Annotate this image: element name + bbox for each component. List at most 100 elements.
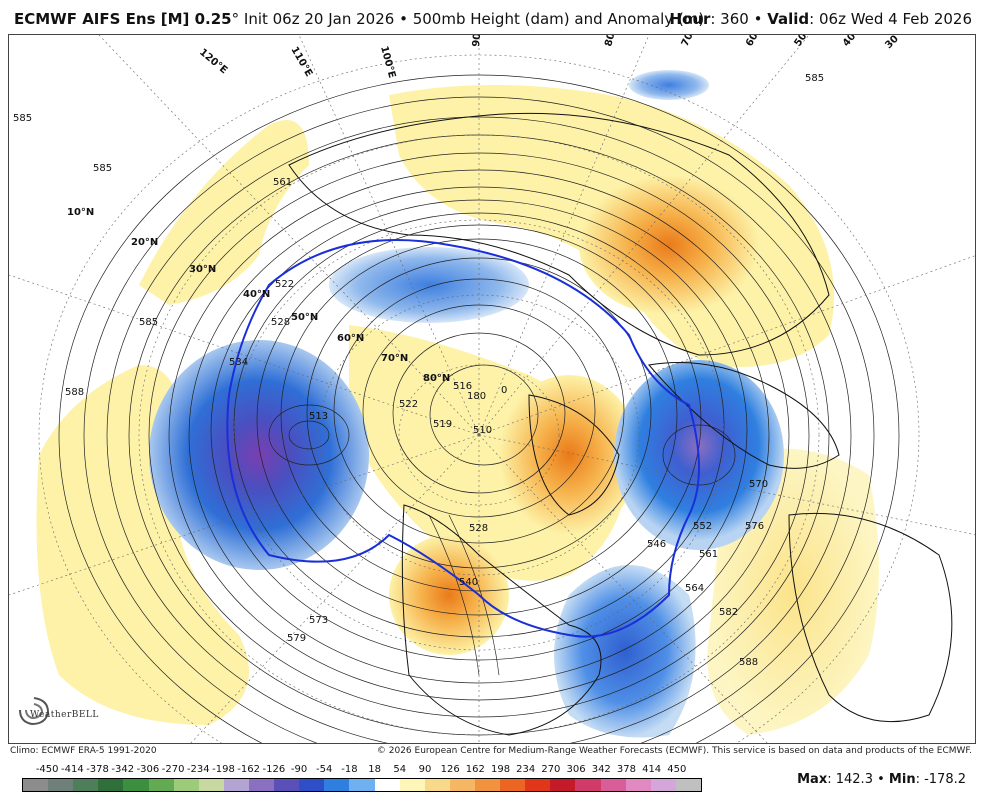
legend-swatch (123, 779, 149, 791)
contour-label: 528 (469, 523, 488, 534)
legend-swatch (98, 779, 124, 791)
longitude-labels: 120°E 110°E 100°E 90°E 80°E 70°E 60°E 50… (197, 35, 909, 80)
contour-label: 576 (745, 521, 764, 532)
positive-anomaly-pacific (139, 120, 309, 305)
valid-label: Valid (767, 10, 810, 28)
lon-label: 60°E (744, 35, 766, 49)
latitude-circle (138, 134, 820, 736)
max-label: Max (797, 772, 828, 787)
coastlines (288, 112, 953, 736)
max-value: : 142.3 (827, 772, 873, 787)
copyright-note: © 2026 European Centre for Medium-Range … (376, 746, 972, 756)
contour-ring (188, 186, 770, 684)
map-canvas: 10°N 20°N 30°N 40°N 50°N 60°N 70°N 80°N … (9, 35, 975, 743)
valid-time: Hour: 360 • Valid: 06z Wed 4 Feb 2026 (669, 10, 972, 28)
contour-label: 522 (399, 399, 418, 410)
legend-swatch (474, 779, 501, 791)
polar-map: 10°N 20°N 30°N 40°N 50°N 60°N 70°N 80°N … (8, 34, 976, 744)
contour-label: 585 (805, 73, 824, 84)
max-min-stats: Max: 142.3 • Min: -178.2 (797, 772, 966, 787)
latitude-circle (38, 54, 920, 743)
separator: • (399, 10, 408, 28)
legend-tick-label: 90 (418, 764, 432, 775)
legend-swatch (248, 779, 275, 791)
contour-ring (288, 420, 330, 450)
legend-tick-label: -234 (186, 764, 210, 775)
negative-anomaly-norway (629, 70, 709, 100)
legend-ticks: -450 -414 -378 -342 -306 -270 -234 -198 -162 -126… (18, 764, 702, 778)
legend-swatch (600, 779, 626, 791)
lon-label: 120°E (197, 47, 229, 77)
legend-swatch (575, 779, 601, 791)
climo-note: Climo: ECMWF ERA-5 1991-2020 (10, 746, 157, 756)
contour-label: 585 (93, 163, 112, 174)
legend-colorbar (22, 778, 702, 792)
legend-swatch (349, 779, 375, 791)
lat-label-70: 70°N (381, 353, 408, 364)
negative-anomaly-us-east (554, 565, 696, 738)
contour-label: 519 (433, 419, 452, 430)
latitude-labels: 10°N 20°N 30°N 40°N 50°N 60°N 70°N 80°N (67, 207, 450, 384)
separator: • (753, 10, 763, 28)
legend-tick-label: 234 (516, 764, 536, 775)
positive-anomaly-siberia (579, 175, 759, 315)
hour-label: Hour (669, 10, 711, 28)
legend-swatch (550, 779, 576, 791)
legend-tick-label: 126 (440, 764, 460, 775)
product-name: 500mb Height (dam) and Anomaly (m) (412, 10, 705, 28)
legend-tick-label: 270 (541, 764, 561, 775)
legend-swatch (525, 779, 551, 791)
meridian (98, 35, 480, 436)
contour-label: 528 (271, 317, 290, 328)
legend-tick-label: 18 (368, 764, 381, 775)
contour-label: 561 (699, 549, 718, 560)
lat-label-30: 30°N (189, 264, 216, 275)
negative-anomaly-west (149, 340, 369, 570)
legend-tick-label: -378 (86, 764, 109, 775)
coastline-north-america (401, 504, 602, 736)
contour-label: 585 (139, 317, 158, 328)
init-time: Init 06z 20 Jan 2026 (243, 10, 395, 28)
legend-swatch (399, 779, 425, 791)
positive-anomaly-atlantic (36, 365, 249, 725)
negative-anomaly-north (329, 247, 529, 323)
contour-ring (429, 364, 539, 466)
legend-tick-label: -198 (212, 764, 235, 775)
lat-label-80: 80°N (423, 373, 450, 384)
legend-tick-label: -162 (237, 764, 261, 775)
latitude-circle (398, 364, 560, 506)
header: ECMWF AIFS Ens [M] 0.25° Init 06z 20 Jan… (0, 0, 984, 34)
contour-label: 588 (739, 657, 758, 668)
legend-swatch (625, 779, 651, 791)
degree-symbol: ° (231, 10, 240, 28)
meridian (478, 255, 975, 436)
legend-tick-label: 198 (490, 764, 511, 775)
coastline-europe (648, 362, 840, 469)
legend-swatch (148, 779, 174, 791)
coastline-africa (788, 512, 953, 723)
contour-ring (268, 404, 350, 466)
meridian (190, 434, 480, 743)
color-legend: -450 -414 -378 -342 -306 -270 -234 -198 -162 -126… (18, 764, 702, 794)
legend-swatch (449, 779, 475, 791)
legend-tick-label: -270 (161, 764, 185, 775)
coastline-asia (288, 112, 830, 356)
legend-swatch (650, 779, 676, 791)
contour-label: 588 (65, 387, 84, 398)
contour-label: 585 (13, 113, 32, 124)
contour-label: 579 (287, 633, 306, 644)
contour-label: 582 (719, 607, 738, 618)
lon-label: 90°E (471, 35, 484, 47)
lat-label-60: 60°N (337, 333, 364, 344)
legend-swatch (48, 779, 74, 791)
lon-label: 110°E (288, 45, 314, 79)
contour-ring (428, 514, 480, 676)
legend-tick-label: -306 (136, 764, 160, 775)
contour-label: 513 (309, 411, 328, 422)
meridian (478, 35, 810, 436)
legend-swatch (500, 779, 526, 791)
legend-swatch (274, 779, 300, 791)
legend-swatch (424, 779, 450, 791)
legend-tick-label: -18 (341, 764, 358, 775)
contour-ring (83, 96, 875, 743)
